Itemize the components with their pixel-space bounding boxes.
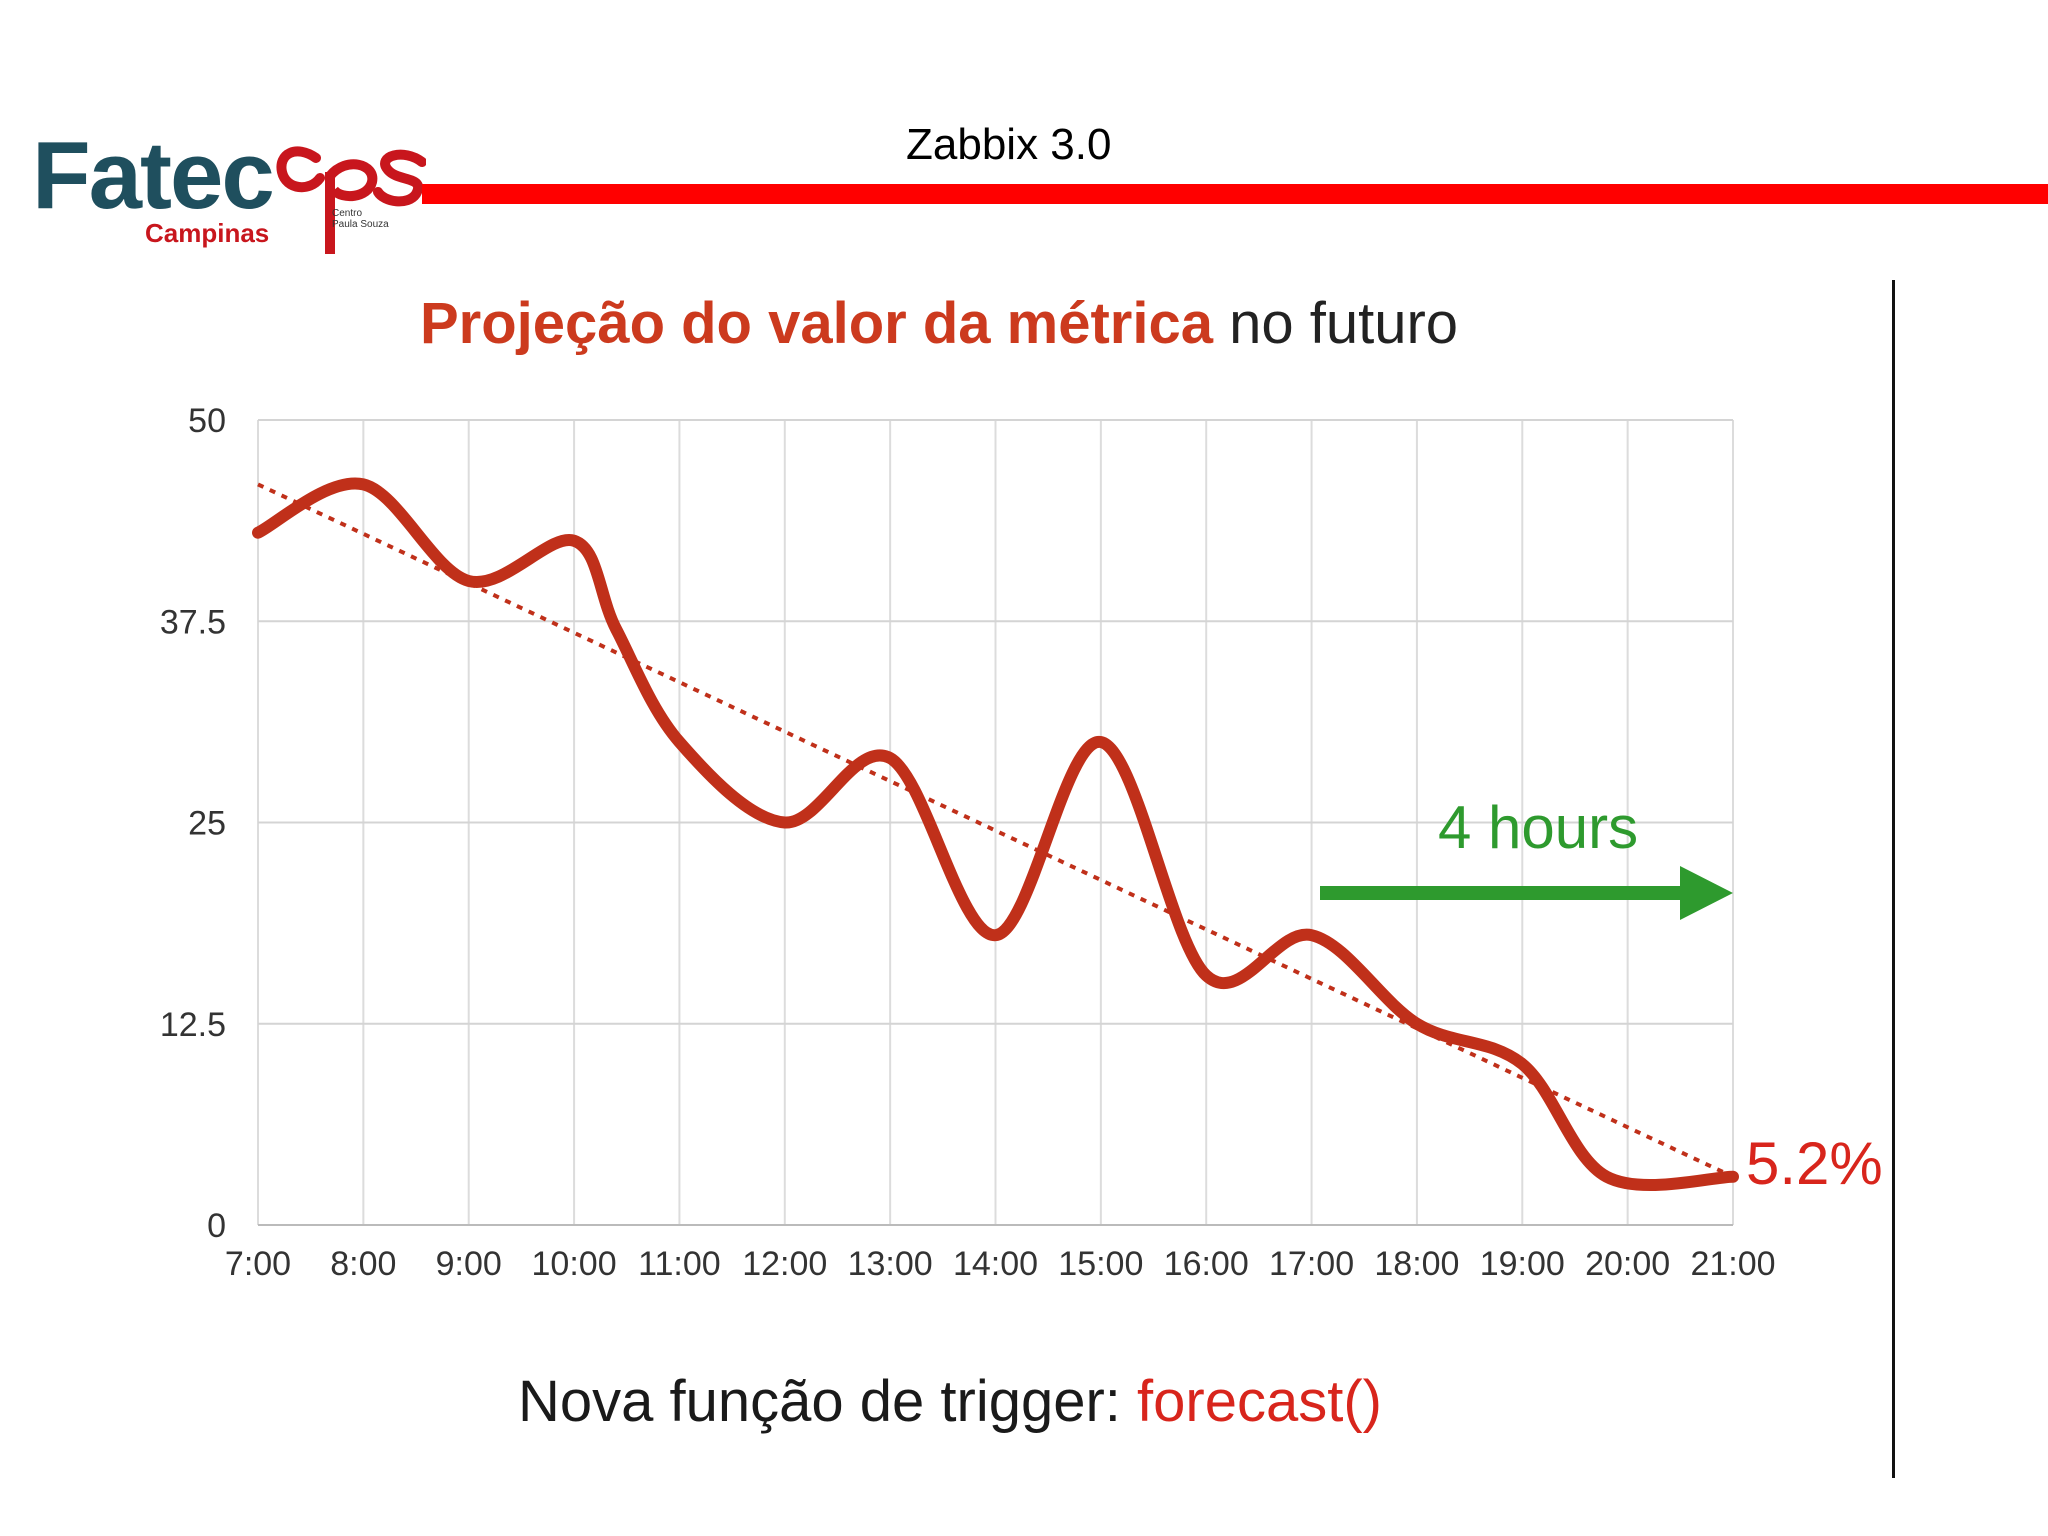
x-tick-label: 14:00: [953, 1245, 1038, 1283]
cps-caption-line-1: Centro: [332, 208, 363, 219]
x-tick-label: 17:00: [1269, 1245, 1354, 1283]
x-tick-label: 18:00: [1374, 1245, 1459, 1283]
chart-title: Projeção do valor da métrica no futuro: [420, 290, 1458, 357]
x-tick-label: 16:00: [1164, 1245, 1249, 1283]
metric-series-line: [252, 477, 1739, 1192]
fatec-logo: Fatec Campinas Centro Paula Souza: [32, 122, 426, 258]
x-tick-label: 12:00: [742, 1245, 827, 1283]
x-tick-label: 9:00: [436, 1245, 502, 1283]
vertical-rule: [1892, 280, 1895, 1478]
x-tick-label: 21:00: [1690, 1245, 1775, 1283]
cps-caption-line-2: Paula Souza: [332, 219, 389, 230]
x-tick-label: 20:00: [1585, 1245, 1670, 1283]
cps-logo-mark: [276, 146, 426, 254]
y-tick-label: 0: [207, 1207, 226, 1245]
x-tick-label: 8:00: [330, 1245, 396, 1283]
y-tick-label: 50: [188, 402, 226, 440]
forecast-label: 4 hours: [1438, 794, 1638, 861]
trigger-caption: Nova função de trigger: forecast(): [518, 1368, 1382, 1435]
x-tick-label: 15:00: [1058, 1245, 1143, 1283]
trend-line: [257, 482, 1734, 1179]
x-tick-label: 11:00: [638, 1245, 721, 1283]
chart-title-rest: no futuro: [1212, 291, 1459, 356]
y-tick-label: 25: [188, 805, 226, 843]
x-tick-label: 7:00: [225, 1245, 291, 1283]
forecast-arrow-head: [1680, 866, 1733, 920]
x-tick-label: 10:00: [532, 1245, 617, 1283]
x-tick-label: 19:00: [1480, 1245, 1565, 1283]
x-tick-label: 13:00: [848, 1245, 933, 1283]
caption-prefix: Nova função de trigger:: [518, 1369, 1138, 1434]
logo-wordmark: Fatec: [32, 122, 275, 229]
y-tick-label: 37.5: [160, 603, 226, 641]
caption-function: forecast(): [1137, 1369, 1382, 1434]
page-title: Zabbix 3.0: [906, 120, 1112, 169]
y-tick-label: 12.5: [160, 1006, 226, 1044]
cps-caption: Centro Paula Souza: [332, 208, 389, 230]
logo-subtitle: Campinas: [145, 218, 270, 248]
header-divider-bar: [422, 184, 2048, 204]
chart-title-highlight: Projeção do valor da métrica: [420, 291, 1213, 356]
end-value-label: 5.2%: [1746, 1130, 1883, 1197]
